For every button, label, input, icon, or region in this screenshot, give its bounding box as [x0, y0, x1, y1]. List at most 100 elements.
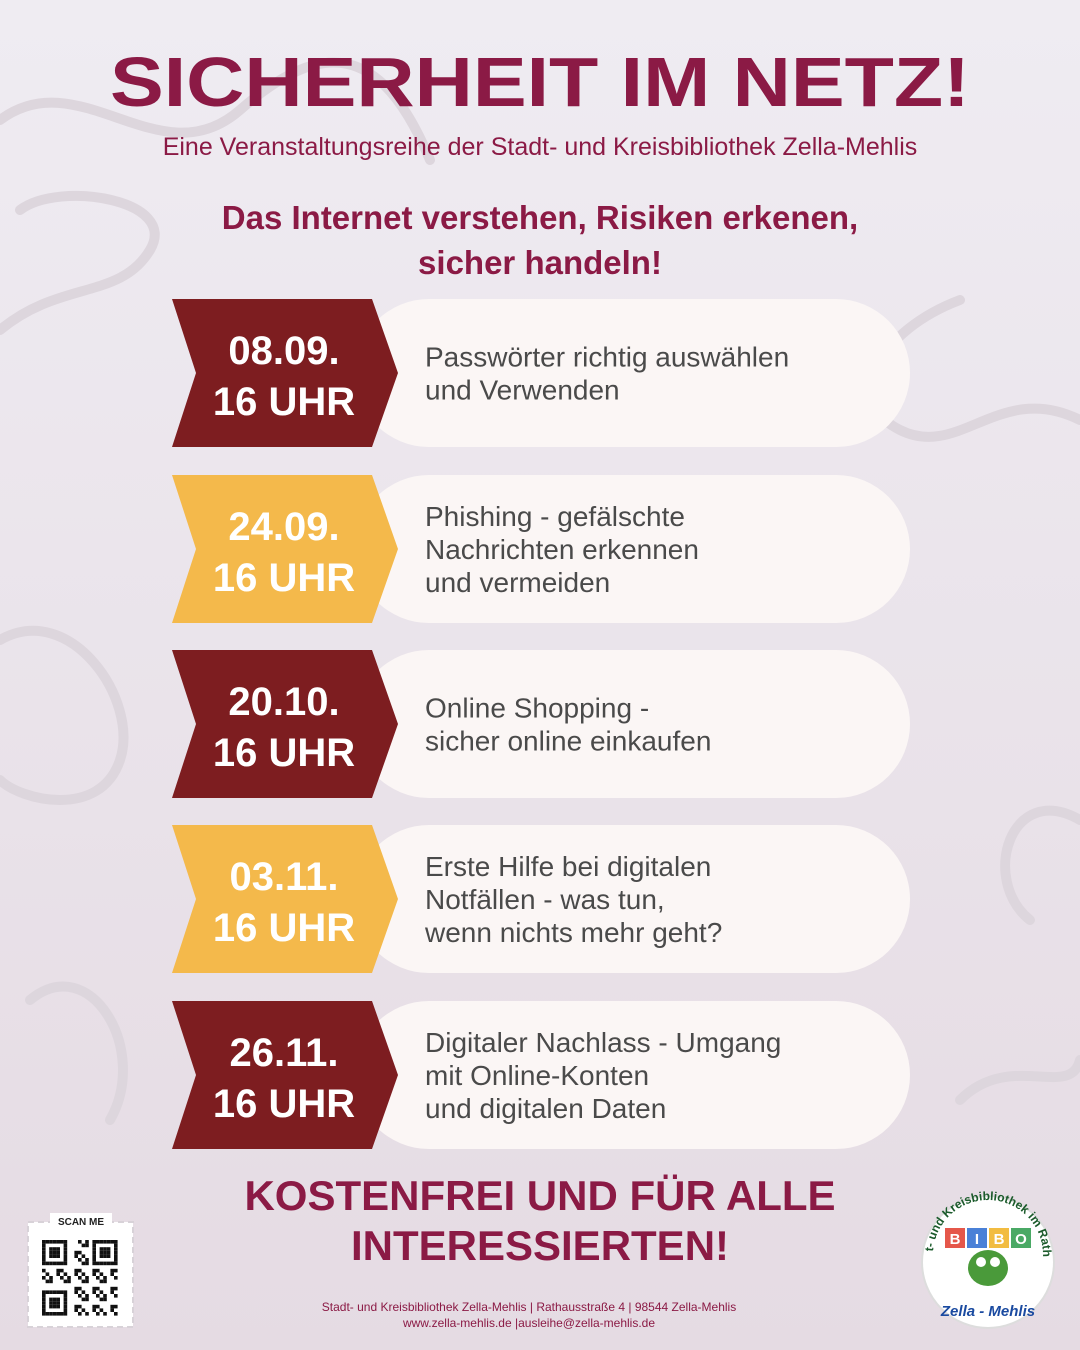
qr-module: [96, 1276, 100, 1280]
qr-module: [92, 1261, 96, 1266]
qr-module: [74, 1304, 78, 1309]
qr-module: [81, 1297, 86, 1302]
qr-module: [49, 1247, 53, 1251]
qr-module: [92, 1258, 96, 1262]
event-description: Passwörter richtig auswählen: [425, 342, 789, 373]
qr-module: [99, 1279, 104, 1284]
qr-module: [106, 1261, 111, 1266]
date-arrow: [172, 299, 398, 447]
qr-module: [63, 1254, 68, 1258]
qr-module: [49, 1254, 53, 1258]
qr-module: [56, 1250, 60, 1255]
qr-module: [110, 1272, 114, 1276]
qr-module: [103, 1254, 107, 1258]
qr-module: [81, 1272, 86, 1276]
qr-module: [63, 1308, 68, 1312]
qr-module: [81, 1261, 86, 1266]
qr-module: [52, 1290, 57, 1294]
qr-module: [96, 1304, 100, 1309]
qr-module: [81, 1254, 86, 1258]
closing-heading: KOSTENFREI UND FÜR ALLE: [244, 1172, 835, 1219]
event-card: [355, 650, 910, 798]
qr-module: [81, 1243, 86, 1248]
closing-heading: INTERESSIERTEN!: [351, 1222, 729, 1269]
qr-module: [63, 1272, 68, 1276]
tagline: sicher handeln!: [418, 244, 662, 281]
qr-module: [45, 1279, 50, 1284]
qr-module: [114, 1258, 118, 1262]
qr-module: [92, 1308, 96, 1312]
qr-module: [63, 1279, 68, 1284]
qr-module: [99, 1250, 104, 1255]
qr-module: [81, 1308, 86, 1312]
qr-module: [60, 1276, 64, 1280]
qr-module: [92, 1272, 96, 1276]
qr-module: [42, 1261, 46, 1266]
title: SICHERHEIT IM NETZ!: [110, 43, 970, 121]
qr-module: [81, 1290, 86, 1294]
qr-module: [52, 1254, 57, 1258]
qr-module: [110, 1268, 114, 1273]
qr-module: [114, 1304, 118, 1309]
date-arrow: [172, 475, 398, 623]
qr-module: [63, 1304, 68, 1309]
qr-module: [110, 1304, 114, 1309]
qr-module: [96, 1312, 100, 1316]
qr-module: [56, 1290, 60, 1294]
qr-module: [78, 1304, 82, 1309]
qr-module: [114, 1250, 118, 1255]
qr-module: [96, 1240, 100, 1244]
qr-module: [42, 1258, 46, 1262]
qr-module: [56, 1272, 60, 1276]
qr-module: [92, 1254, 96, 1258]
qr-module: [99, 1297, 104, 1302]
qr-module: [49, 1304, 53, 1309]
qr-module: [103, 1279, 107, 1284]
date-arrow: [172, 650, 398, 798]
qr-module: [85, 1243, 89, 1248]
qr-module: [74, 1272, 78, 1276]
event-description: und Verwenden: [425, 375, 620, 406]
event-row: 08.09. 16 UHR Passwörter richtig auswählen…: [172, 299, 910, 447]
qr-module: [45, 1312, 50, 1316]
qr-module: [49, 1261, 53, 1266]
qr-module: [49, 1279, 53, 1284]
qr-module: [78, 1240, 82, 1244]
qr-module: [85, 1258, 89, 1262]
event-date: 08.09.: [228, 329, 339, 373]
event-description: und vermeiden: [425, 567, 610, 598]
qr-module: [114, 1312, 118, 1316]
logo-letter-box: [967, 1228, 987, 1248]
qr-module: [42, 1297, 46, 1302]
qr-module: [92, 1286, 96, 1291]
qr-module: [49, 1240, 53, 1244]
event-description: Erste Hilfe bei digitalen: [425, 851, 711, 882]
qr-module: [92, 1268, 96, 1273]
qr-module: [63, 1240, 68, 1244]
background-squiggles: [0, 57, 1080, 1125]
qr-module: [49, 1250, 53, 1255]
event-row: 26.11. 16 UHR Digitaler Nachlass - Umgangm…: [172, 1001, 910, 1149]
qr-module: [114, 1294, 118, 1298]
qr-module: [49, 1312, 53, 1316]
qr-module: [106, 1250, 111, 1255]
qr-module: [99, 1290, 104, 1294]
qr-module: [63, 1247, 68, 1251]
qr-module: [42, 1276, 46, 1280]
qr-module: [45, 1261, 50, 1266]
qr-module: [92, 1240, 96, 1244]
qr-module: [78, 1268, 82, 1273]
subtitle: Eine Veranstaltungsreihe der Stadt- und …: [163, 133, 918, 161]
event-description: und digitalen Daten: [425, 1093, 666, 1124]
qr-module: [81, 1279, 86, 1284]
qr-module: [92, 1304, 96, 1309]
qr-module: [114, 1286, 118, 1291]
qr-module: [114, 1247, 118, 1251]
qr-module: [114, 1254, 118, 1258]
qr-module: [78, 1294, 82, 1298]
qr-module: [92, 1290, 96, 1294]
qr-module: [49, 1297, 53, 1302]
qr-module: [114, 1276, 118, 1280]
qr-module: [74, 1254, 78, 1258]
